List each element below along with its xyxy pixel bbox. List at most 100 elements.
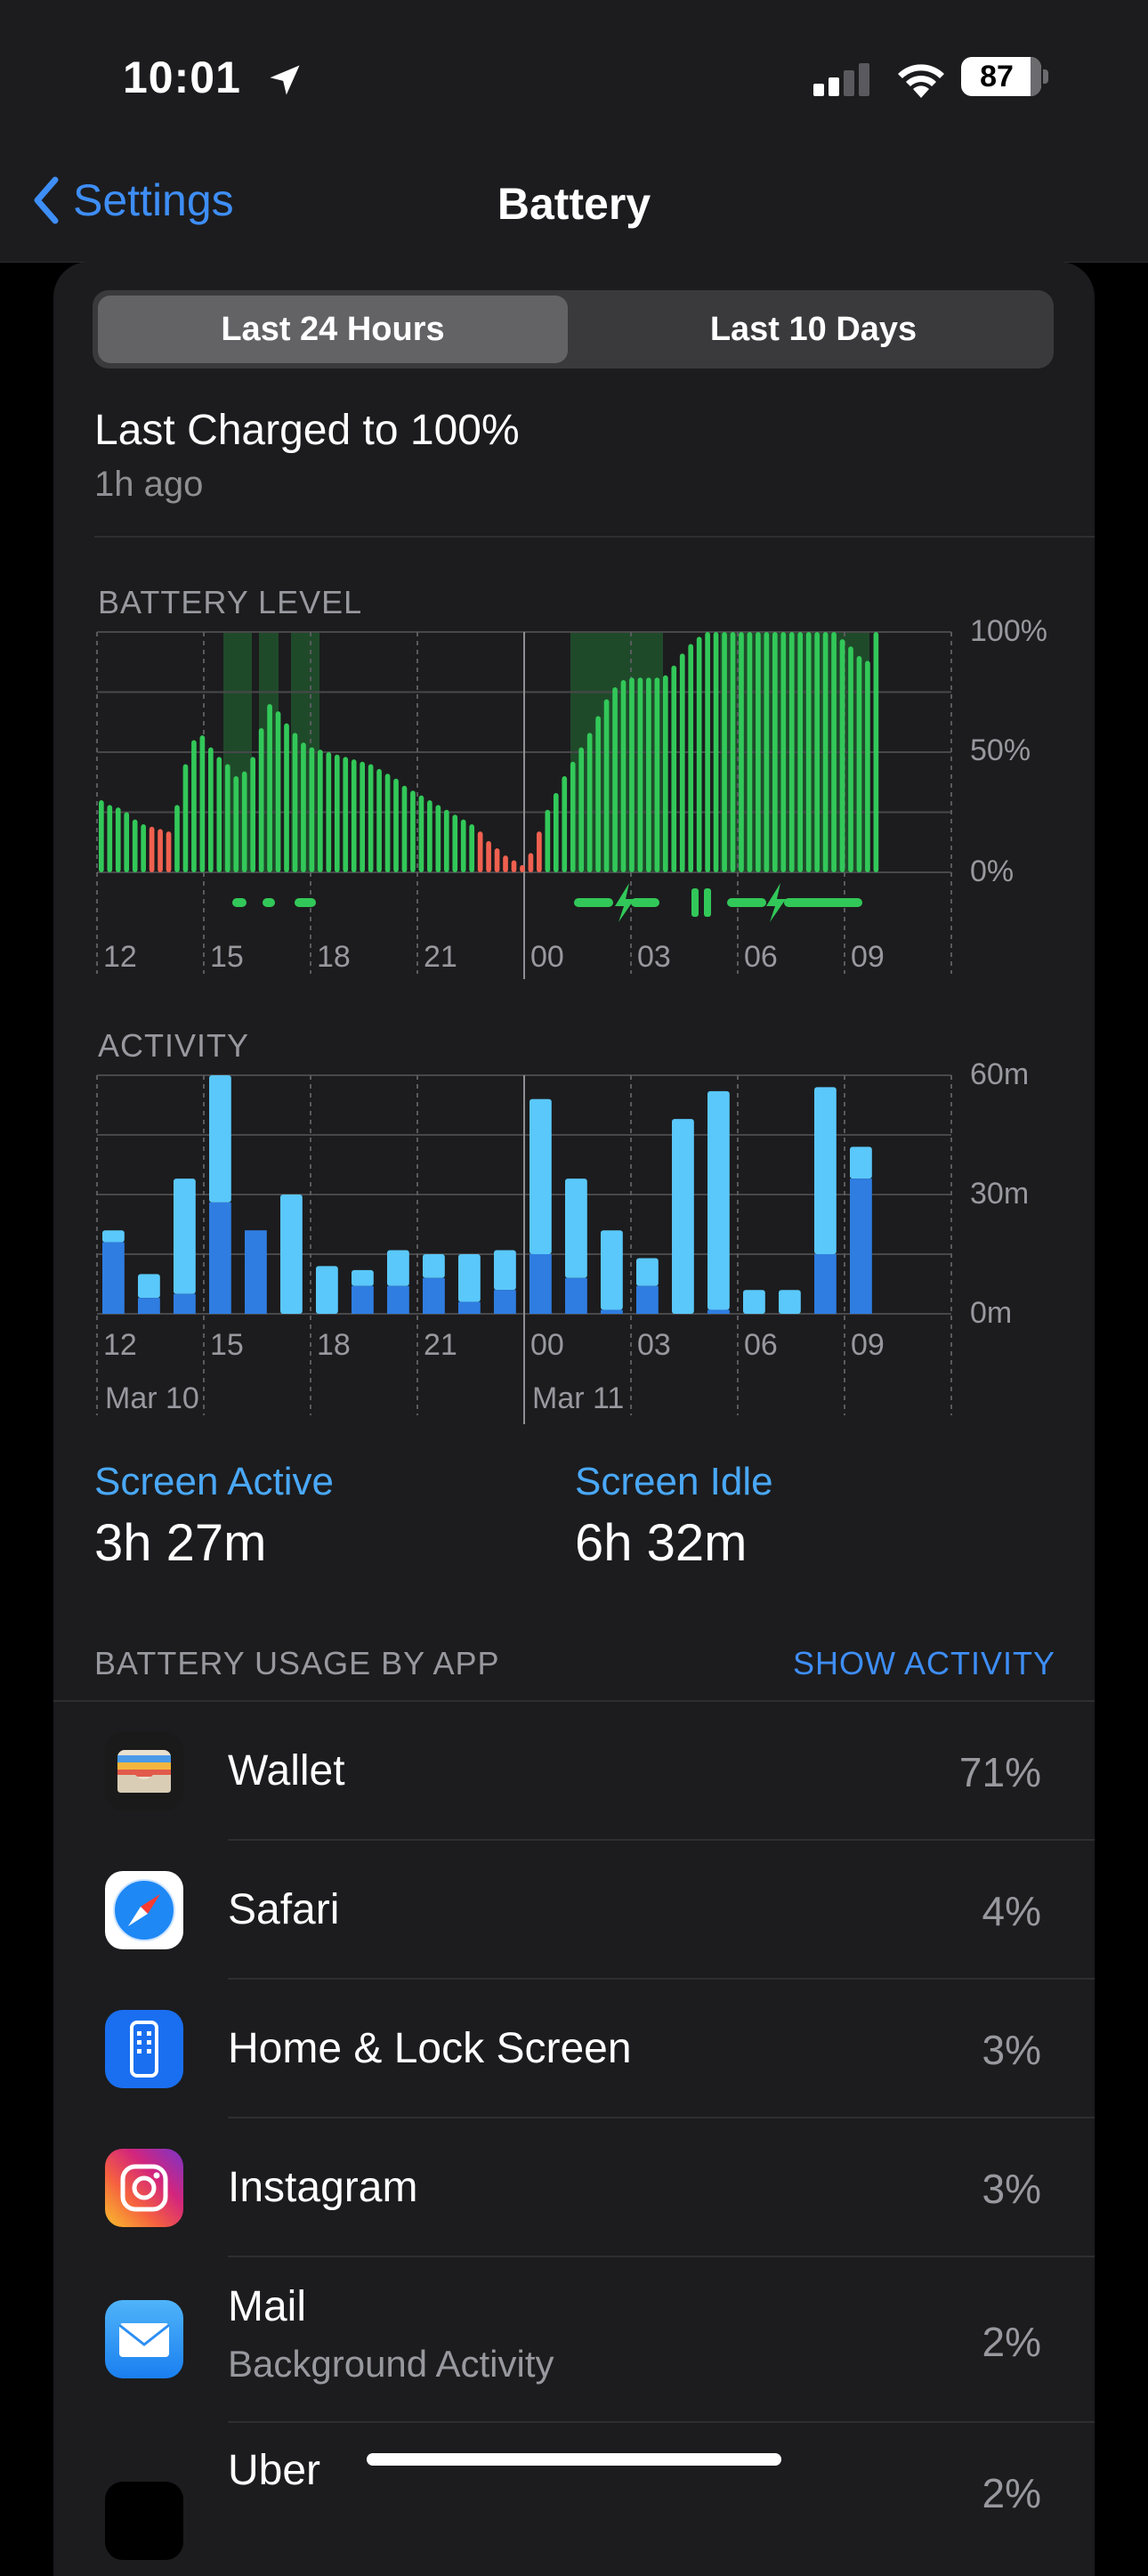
activity-bar-idle [423, 1254, 445, 1278]
battery-bar [679, 653, 685, 872]
back-button[interactable]: Settings [32, 174, 234, 226]
battery-bar [149, 826, 155, 872]
activity-x-label: 21 [424, 1328, 457, 1362]
last-charged-subtitle: 1h ago [94, 465, 204, 504]
wifi-icon [898, 64, 944, 98]
battery-percent: 87 [980, 60, 1014, 93]
battery-bar [822, 632, 829, 872]
battery-bar [797, 632, 804, 872]
battery-bar [216, 757, 222, 872]
battery-level-label: BATTERY LEVEL [98, 584, 363, 620]
app-percent: 71% [958, 1749, 1041, 1795]
battery-bar [865, 660, 870, 872]
last-charged-title: Last Charged to 100% [94, 407, 520, 454]
battery-bar [182, 764, 189, 872]
time-range-segmented-control: Last 24 Hours Last 10 Days [93, 290, 1054, 369]
battery-bar [199, 735, 206, 872]
app-row-wallet[interactable]: Wallet 71% [53, 1702, 1095, 1841]
battery-bar [595, 716, 601, 872]
activity-bar-idle [387, 1250, 409, 1286]
battery-bar [99, 800, 104, 872]
battery-bar [141, 824, 146, 872]
activity-y-label-60: 60m [970, 1057, 1030, 1091]
location-arrow-icon [270, 65, 300, 95]
activity-bar-active [601, 1309, 623, 1314]
activity-bar-idle [814, 1087, 837, 1254]
battery-bar [258, 728, 264, 872]
battery-bar [191, 740, 197, 872]
app-percent: 2% [982, 2319, 1041, 2365]
charging-indicator [232, 898, 247, 907]
app-row-home-lock-screen[interactable]: Home & Lock Screen 3% [53, 1980, 1095, 2118]
app-row-instagram[interactable]: Instagram 3% [53, 2118, 1095, 2257]
screen-active-value: 3h 27m [94, 1514, 267, 1572]
battery-bar [688, 644, 694, 872]
battery-usage-header: BATTERY USAGE BY APP [94, 1645, 500, 1681]
charging-bolt-icon [615, 883, 635, 922]
activity-bar-idle [530, 1098, 552, 1254]
activity-x-label: 06 [744, 1328, 778, 1362]
battery-bar [586, 733, 593, 872]
date-label: Mar 10 [105, 1381, 199, 1415]
activity-bar-active [458, 1301, 481, 1314]
home-indicator [367, 2453, 781, 2466]
battery-bar [107, 805, 113, 872]
screen-idle-value: 6h 32m [575, 1514, 748, 1572]
segment-last-24-hours[interactable]: Last 24 Hours [98, 296, 568, 363]
app-name: Uber [228, 2447, 321, 2494]
activity-bar-active [245, 1230, 267, 1314]
divider [53, 1700, 1095, 1702]
row-divider [228, 2117, 1095, 2118]
navigation-bar: Settings Battery [0, 151, 1148, 263]
app-percent: 3% [982, 2027, 1041, 2073]
screen-active-label: Screen Active [94, 1460, 335, 1503]
battery-bar [292, 733, 298, 872]
activity-bar-active [423, 1277, 445, 1314]
battery-bar [713, 632, 719, 872]
battery-bar [115, 807, 121, 872]
activity-bar-idle [565, 1179, 587, 1278]
battery-bar [612, 687, 618, 872]
battery-bar [705, 632, 710, 872]
battery-bar [722, 632, 727, 872]
battery-card: Last 24 Hours Last 10 Days Last Charged … [53, 262, 1095, 2576]
battery-bar [772, 632, 778, 872]
activity-y-label-30: 30m [970, 1177, 1030, 1211]
battery-bar [730, 632, 736, 872]
app-row-uber[interactable]: Uber 2% [53, 2423, 1095, 2560]
app-row-mail[interactable]: Mail Background Activity 2% [53, 2257, 1095, 2423]
activity-bar-active [814, 1254, 837, 1314]
activity-bar-idle [102, 1230, 125, 1243]
app-percent: 3% [982, 2166, 1041, 2212]
row-divider [228, 1839, 1095, 1841]
back-label: Settings [73, 175, 234, 225]
battery-bar [174, 805, 180, 872]
show-activity-button[interactable]: SHOW ACTIVITY [792, 1645, 1055, 1681]
battery-x-label: 09 [851, 940, 885, 974]
row-divider [228, 2421, 1095, 2423]
segment-last-10-days[interactable]: Last 10 Days [709, 311, 918, 348]
activity-x-label: 12 [103, 1328, 137, 1362]
battery-bar [696, 636, 702, 872]
battery-bar [241, 771, 247, 872]
divider [94, 536, 1095, 538]
app-name: Home & Lock Screen [228, 2025, 632, 2072]
battery-bar [788, 632, 795, 872]
page-title: Battery [497, 179, 651, 229]
activity-x-label: 09 [851, 1328, 885, 1362]
battery-bar [503, 855, 508, 872]
battery-bar [654, 677, 660, 872]
battery-bar [856, 656, 862, 872]
app-row-safari[interactable]: Safari 4% [53, 1841, 1095, 1980]
charging-indicator [784, 898, 862, 907]
battery-bar [780, 632, 787, 872]
battery-bar [224, 764, 230, 872]
battery-bar [469, 824, 475, 872]
date-label: Mar 11 [532, 1381, 625, 1415]
battery-bar [646, 677, 651, 872]
battery-bar [267, 704, 272, 872]
battery-bar [158, 829, 163, 872]
battery-bar [166, 831, 172, 872]
battery-bar [376, 768, 382, 872]
battery-y-label-100: 100% [970, 614, 1047, 648]
